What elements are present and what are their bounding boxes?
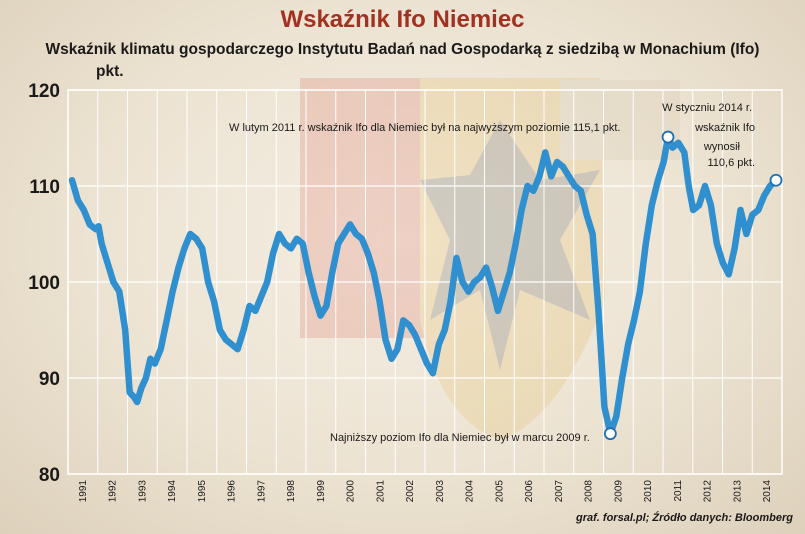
y-axis: 80 90 100 110 120 (28, 81, 60, 486)
annotation-latest-line-4: 110,6 pkt. (708, 157, 756, 169)
x-tick-label-2009: 2009 (613, 480, 624, 503)
series-ifo-index (68, 133, 780, 437)
x-tick-label-2011: 2011 (673, 480, 684, 502)
x-tick-label-2002: 2002 (405, 480, 416, 503)
x-tick-label-1999: 1999 (316, 480, 327, 503)
x-tick-label-2000: 2000 (346, 480, 357, 503)
y-axis-unit-label: pkt. (96, 63, 124, 80)
annotation-latest-line-3: wynosił (703, 141, 741, 153)
marker-1 (661, 130, 675, 144)
x-tick-label-2013: 2013 (732, 480, 743, 503)
x-tick-label-2003: 2003 (435, 480, 446, 503)
x-tick-label-2005: 2005 (494, 480, 505, 503)
y-tick-label-110: 110 (29, 177, 60, 198)
source-credit: graf. forsal.pl; Źródło danych: Bloomber… (576, 512, 793, 524)
y-tick-label-80: 80 (39, 465, 60, 486)
chart-subtitle: Wskaźnik klimatu gospodarczego Instytutu… (45, 41, 760, 58)
x-tick-label-2001: 2001 (375, 480, 386, 503)
y-tick-label-120: 120 (28, 81, 60, 102)
series-line-0 (68, 133, 780, 437)
eagle-emblem-watermark (300, 78, 680, 440)
x-tick-label-2008: 2008 (584, 480, 595, 503)
x-tick-label-1997: 1997 (256, 480, 267, 503)
x-tick-label-1995: 1995 (197, 480, 208, 503)
x-tick-label-2014: 2014 (762, 480, 773, 503)
annotation-max: W lutym 2011 r. wskaźnik Ifo dla Niemiec… (229, 122, 620, 134)
y-tick-label-90: 90 (39, 369, 60, 390)
highlight-markers (603, 130, 783, 441)
annotation-latest-line-1: W styczniu 2014 r. (662, 102, 752, 114)
x-tick-label-2007: 2007 (554, 480, 565, 503)
marker-2 (769, 173, 783, 187)
x-tick-label-2004: 2004 (465, 480, 476, 503)
x-tick-label-2010: 2010 (643, 480, 654, 503)
marker-0 (603, 427, 617, 441)
x-tick-label-2006: 2006 (524, 480, 535, 503)
annotation-min: Najniższy poziom Ifo dla Niemiec był w m… (330, 432, 590, 444)
annotations: W lutym 2011 r. wskaźnik Ifo dla Niemiec… (229, 102, 755, 444)
x-axis: 1991 1992 1993 1994 1995 1996 1997 1998 1999 2000… (78, 480, 773, 503)
x-tick-label-1991: 1991 (78, 480, 89, 503)
chart-title: Wskaźnik Ifo Niemiec (280, 6, 525, 33)
annotation-latest-line-2: wskaźnik Ifo (694, 122, 755, 134)
x-tick-label-1993: 1993 (137, 480, 148, 503)
y-tick-label-100: 100 (28, 273, 60, 294)
x-tick-label-1994: 1994 (167, 480, 178, 503)
x-tick-label-1992: 1992 (108, 480, 119, 503)
x-tick-label-2012: 2012 (703, 480, 714, 503)
x-tick-label-1998: 1998 (286, 480, 297, 503)
x-tick-label-1996: 1996 (227, 480, 238, 503)
